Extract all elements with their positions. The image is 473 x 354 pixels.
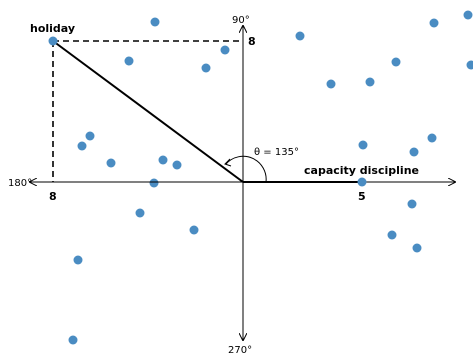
scatter-point (427, 133, 437, 143)
scatter-point (135, 208, 145, 218)
scatter-point (124, 56, 134, 66)
scatter-point (391, 57, 401, 67)
angle-arc (225, 155, 267, 183)
vector-capacity-discipline-x-tick: 5 (358, 190, 366, 203)
scatter-point (412, 243, 422, 253)
axis-label-90: 90° (232, 15, 250, 26)
angle-label: θ = 135° (254, 147, 299, 158)
vector-holiday-tip (48, 36, 58, 46)
axis-label-180: 180° (8, 178, 32, 189)
scatter-point (409, 147, 419, 157)
vector-capacity-discipline-label: capacity discipline (304, 164, 419, 177)
scatter-point (365, 77, 375, 87)
vector-holiday-x-tick: 8 (49, 190, 57, 203)
scatter-point (68, 335, 78, 345)
vector-holiday-label: holiday (30, 22, 75, 35)
scatter-point (387, 230, 397, 240)
projection-lines (52, 40, 243, 182)
scatter-point (77, 141, 87, 151)
scatter-point (466, 60, 473, 70)
scatter-point (106, 158, 116, 168)
scatter-point (172, 160, 182, 170)
axis-label-270: 270° (228, 345, 252, 354)
vector-capacity-discipline-tip (357, 177, 367, 187)
scatter-point (295, 31, 305, 41)
scatter-point (358, 140, 368, 150)
scatter-point (429, 18, 439, 28)
scatter-point (158, 155, 168, 165)
scatter-point (189, 225, 199, 235)
scatter-point (463, 10, 473, 20)
angle-arc-arrowhead (224, 158, 232, 167)
scatter-point (149, 178, 159, 188)
vector-holiday (52, 40, 244, 183)
vector-holiday-y-tick: 8 (248, 35, 256, 48)
scatter-points (68, 10, 473, 345)
scatter-point (326, 79, 336, 89)
axes (30, 26, 455, 340)
scatter-point (407, 199, 417, 209)
scatter-point (201, 63, 211, 73)
scatter-point (150, 17, 160, 27)
scatter-point (220, 45, 230, 55)
scatter-point (73, 255, 83, 265)
scatter-point (85, 131, 95, 141)
